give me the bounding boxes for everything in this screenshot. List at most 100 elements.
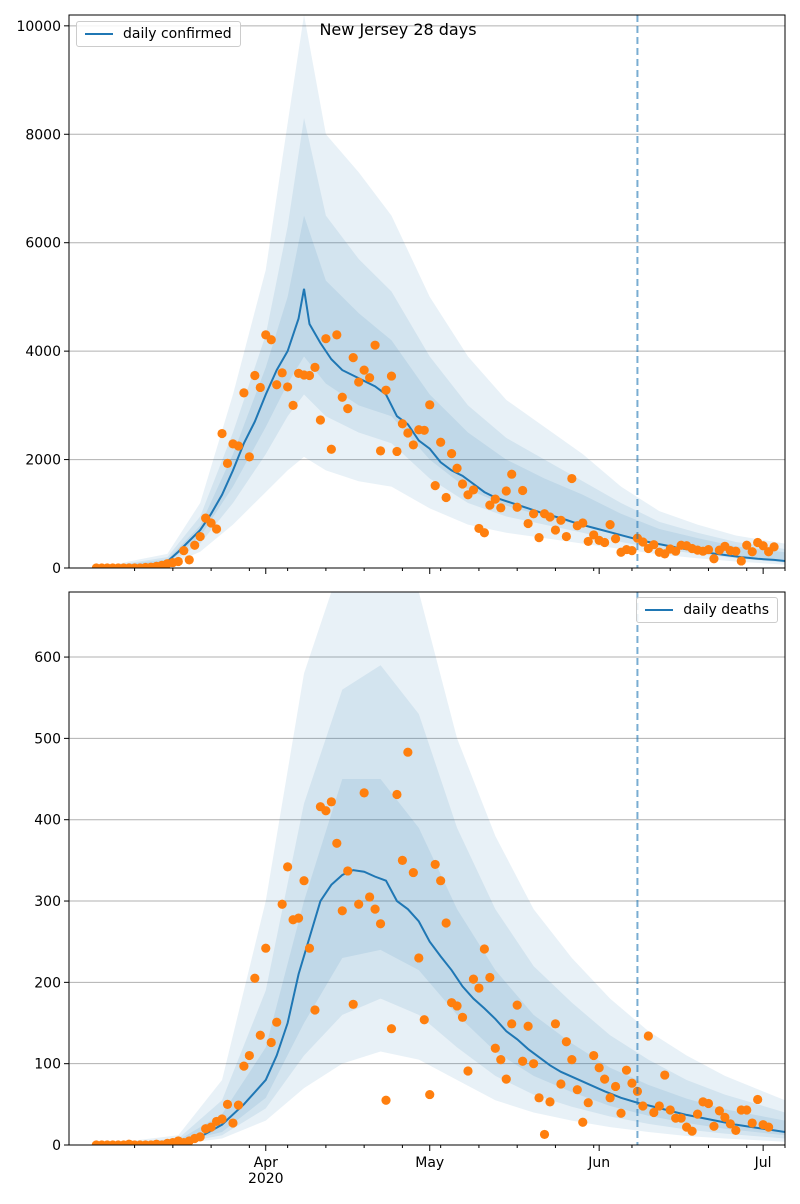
data-point	[261, 943, 271, 953]
data-point	[545, 1097, 555, 1107]
data-point	[359, 365, 369, 375]
data-point	[518, 485, 528, 496]
data-point	[425, 1089, 435, 1100]
data-point	[370, 904, 380, 914]
data-point	[217, 1114, 227, 1124]
data-point	[217, 428, 227, 439]
data-point	[190, 540, 200, 550]
data-point	[403, 747, 413, 757]
data-point	[184, 555, 194, 565]
data-point	[501, 486, 511, 496]
data-point	[605, 1093, 615, 1103]
data-point	[332, 330, 342, 340]
data-point	[474, 983, 484, 993]
data-point	[239, 1061, 249, 1071]
data-point	[283, 382, 293, 392]
data-point	[244, 1050, 254, 1061]
x-tick-label: May	[415, 1155, 444, 1171]
data-point	[567, 1055, 577, 1065]
data-point	[709, 1121, 719, 1131]
data-point	[485, 500, 495, 510]
y-tick-label: 300	[34, 894, 61, 910]
data-point	[430, 480, 440, 491]
y-tick-label: 10000	[16, 19, 61, 35]
data-point	[545, 512, 555, 522]
data-point	[239, 388, 249, 398]
data-point	[627, 1078, 637, 1088]
data-point	[288, 400, 298, 410]
data-point	[222, 458, 233, 468]
data-point	[534, 533, 544, 543]
data-point	[397, 855, 408, 865]
data-point	[195, 531, 205, 542]
y-tick-label: 400	[34, 813, 61, 829]
y-tick-label: 0	[52, 1138, 61, 1154]
data-point	[769, 542, 779, 552]
data-point	[266, 1037, 276, 1048]
y-tick-label: 4000	[25, 344, 61, 360]
data-point	[255, 382, 265, 393]
data-point	[736, 556, 746, 566]
data-point	[561, 531, 571, 542]
data-point	[304, 370, 315, 381]
data-point	[507, 469, 517, 479]
data-point	[326, 444, 336, 454]
axes-frame	[68, 591, 786, 1146]
data-point	[293, 913, 304, 923]
uncertainty-band-2	[96, 665, 785, 1145]
data-point	[403, 428, 413, 438]
data-point	[479, 528, 489, 538]
uncertainty-band-2	[96, 118, 785, 568]
data-point	[725, 1119, 735, 1129]
figure-title: New Jersey 28 days	[319, 20, 477, 39]
data-point	[392, 446, 402, 457]
data-point	[583, 1098, 593, 1108]
data-point	[665, 1105, 675, 1115]
data-point	[638, 1101, 648, 1111]
data-point	[211, 524, 222, 534]
data-point	[572, 1085, 582, 1095]
data-point	[244, 452, 254, 462]
data-point	[206, 518, 216, 528]
data-point	[228, 1118, 238, 1128]
x-tick-label: Jul	[754, 1155, 772, 1171]
data-point	[714, 1106, 725, 1116]
uncertainty-band-1	[96, 592, 785, 1145]
uncertainty-band-3	[96, 779, 785, 1145]
y-tick-label: 0	[52, 561, 61, 577]
data-point	[764, 1122, 774, 1132]
data-point	[381, 1095, 391, 1105]
data-point	[419, 1015, 429, 1025]
data-point	[649, 540, 659, 550]
y-tick-label: 8000	[25, 127, 61, 143]
data-point	[408, 440, 418, 450]
data-point	[468, 974, 479, 984]
data-point	[528, 1059, 539, 1069]
data-point	[742, 540, 752, 550]
y-tick-label: 2000	[25, 453, 61, 469]
data-point	[392, 789, 402, 800]
data-point	[638, 537, 648, 547]
data-point	[370, 340, 380, 350]
legend-line-swatch	[645, 609, 674, 611]
y-tick-label: 100	[34, 1057, 61, 1073]
x-tick-sublabel: 2020	[248, 1171, 284, 1187]
data-point	[496, 503, 506, 513]
y-tick-label: 600	[34, 650, 61, 666]
data-point	[539, 1129, 550, 1140]
data-point	[337, 906, 347, 916]
data-point	[277, 899, 287, 909]
data-point	[272, 380, 282, 390]
data-point	[354, 377, 364, 387]
data-point	[250, 370, 260, 381]
data-point	[589, 1050, 599, 1061]
uncertainty-band-1	[96, 15, 785, 568]
data-point	[600, 1074, 610, 1084]
data-point	[731, 1125, 741, 1135]
data-point	[610, 1081, 621, 1092]
x-tick-label: Apr	[254, 1155, 278, 1171]
data-point	[250, 973, 260, 983]
data-point	[343, 866, 353, 876]
data-point	[173, 556, 183, 567]
